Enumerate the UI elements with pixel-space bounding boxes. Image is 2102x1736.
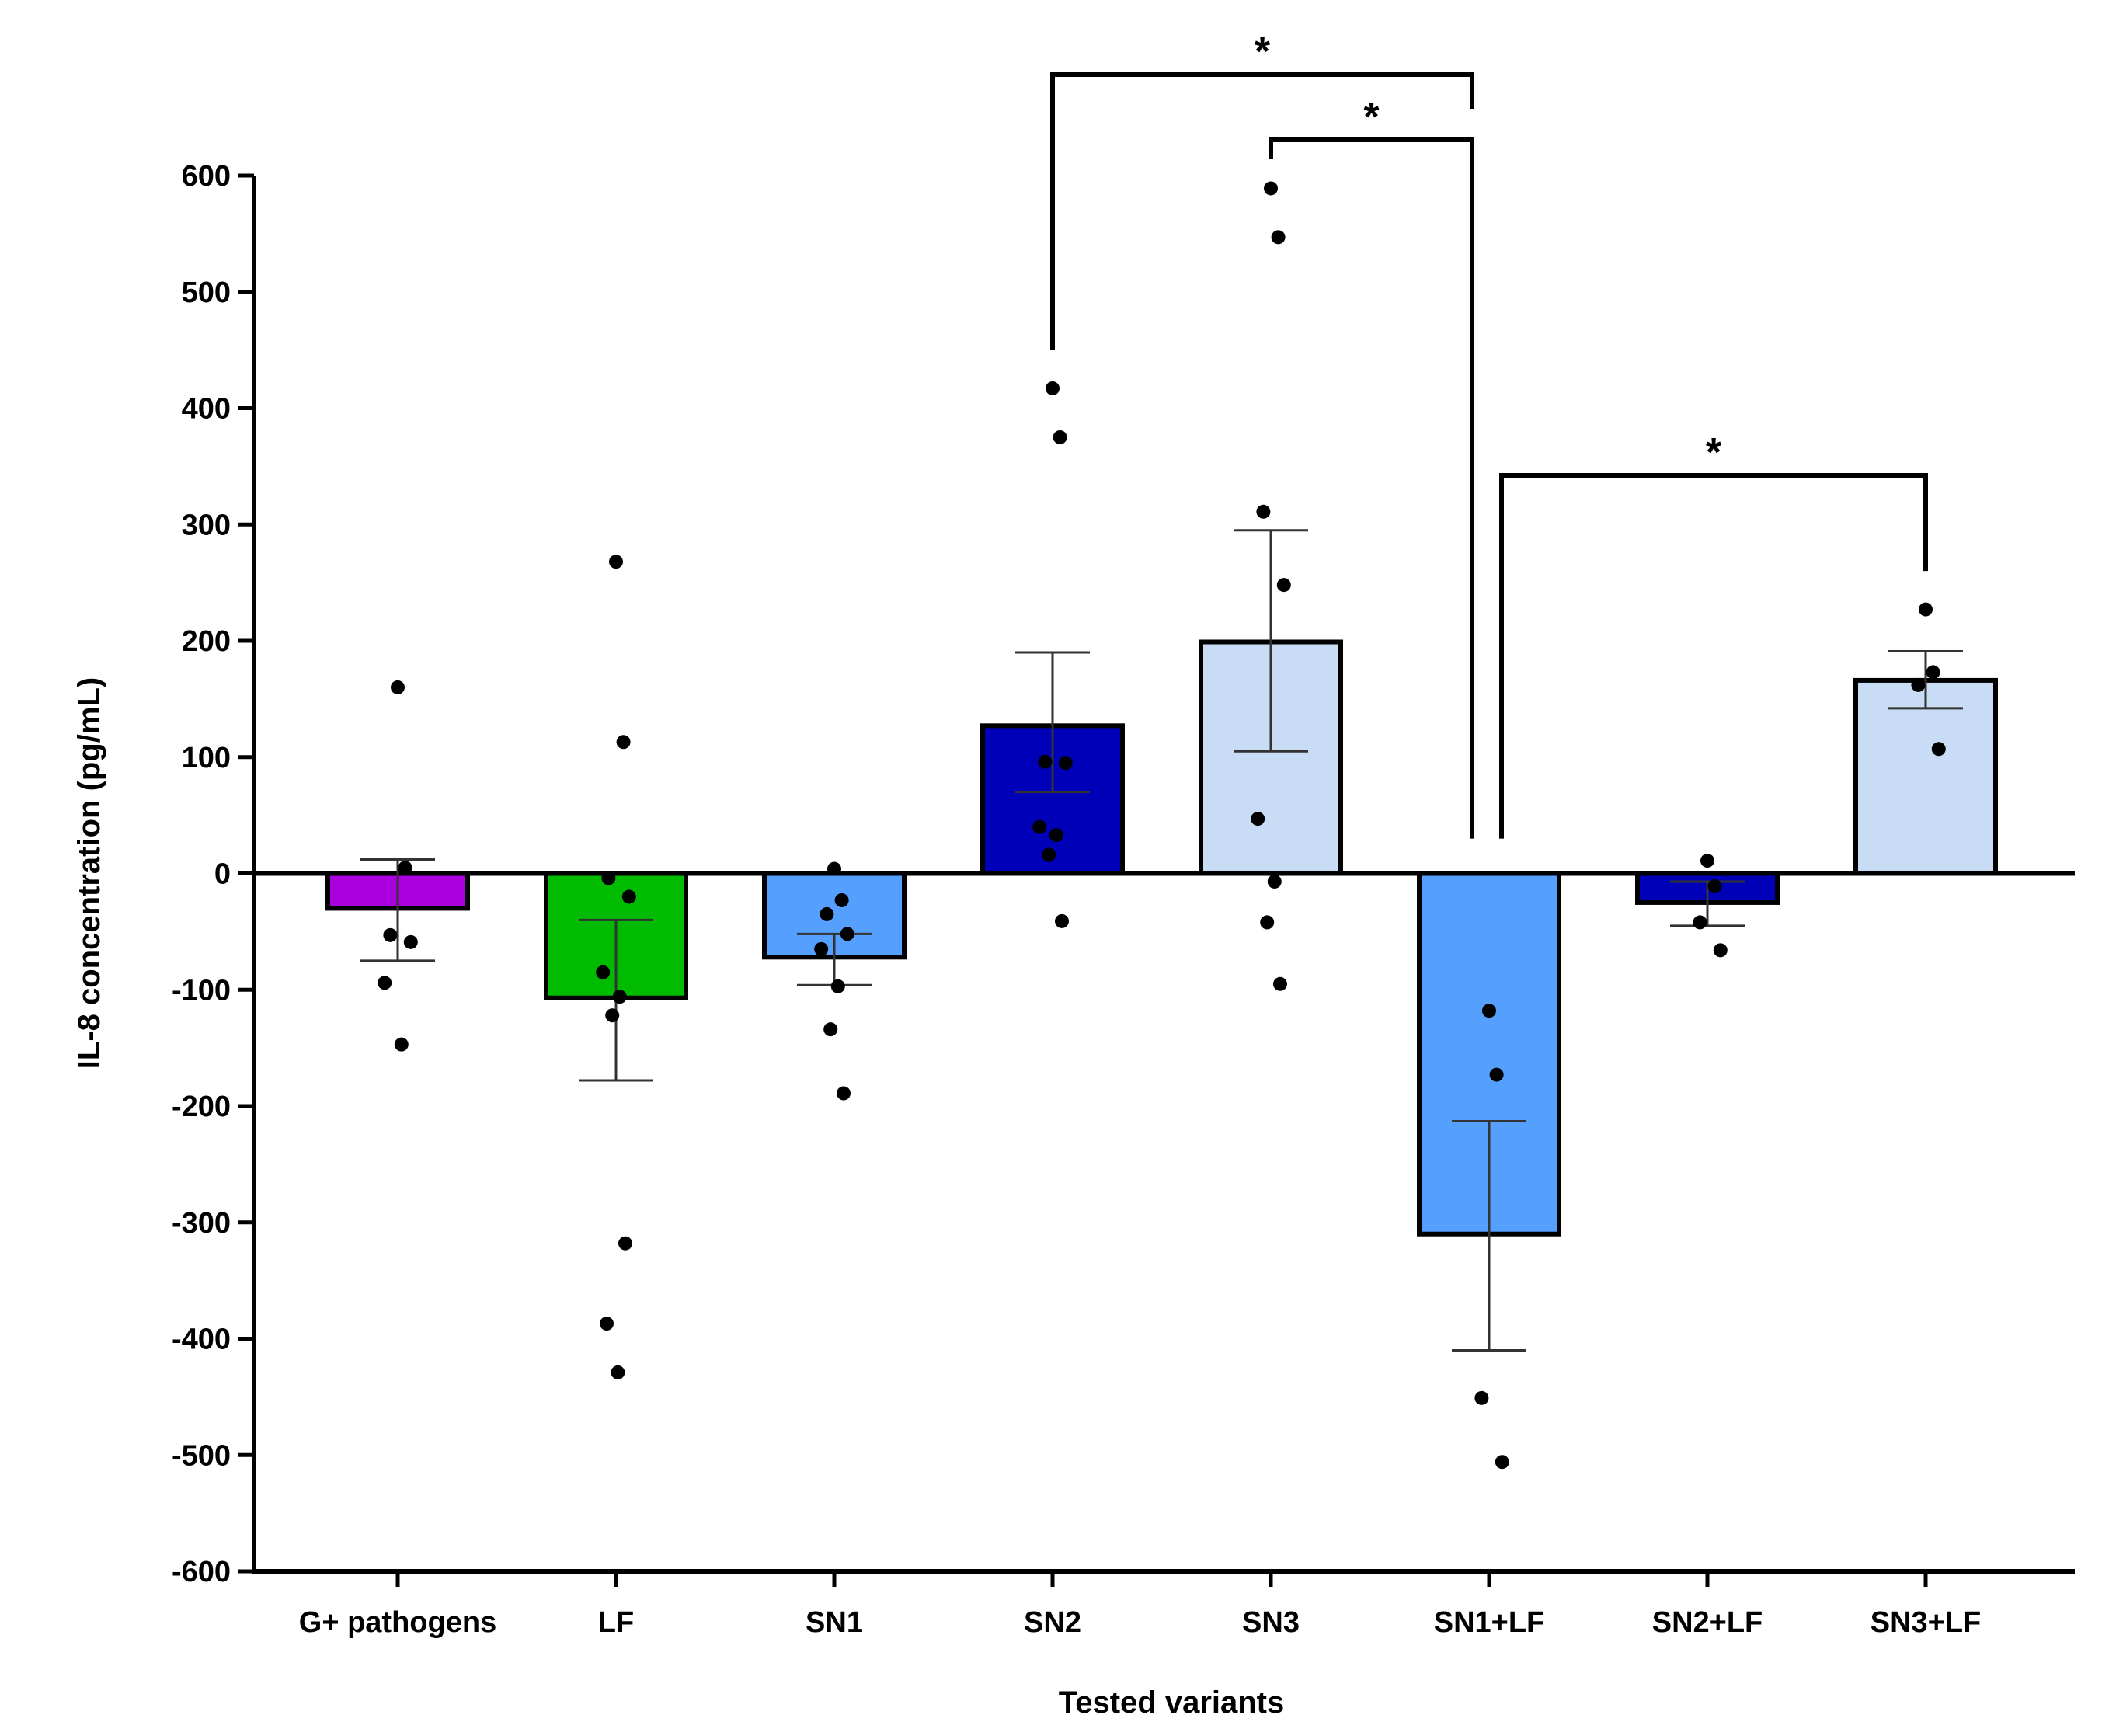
data-point <box>1055 913 1069 928</box>
data-point <box>1058 756 1073 771</box>
data-point <box>1931 742 1946 757</box>
significance-layer: * * * <box>1050 30 1928 839</box>
data-point <box>1260 915 1275 930</box>
data-point <box>612 990 627 1004</box>
data-point <box>830 979 845 993</box>
x-tick-label: SN3+LF <box>1871 1606 1982 1639</box>
data-point <box>1926 665 1940 680</box>
data-point <box>823 1022 838 1037</box>
data-point <box>1911 677 1926 692</box>
data-point <box>403 934 418 949</box>
data-point <box>1251 812 1265 826</box>
data-point <box>605 1008 620 1023</box>
data-point <box>611 1365 625 1379</box>
data-point <box>596 965 611 979</box>
y-tick-label: -600 <box>172 1556 231 1588</box>
data-point <box>1273 976 1287 991</box>
data-point <box>1495 1455 1509 1470</box>
y-tick-label: 500 <box>182 277 231 309</box>
y-tick-label: 600 <box>182 160 231 193</box>
data-point <box>394 1037 409 1052</box>
data-point <box>820 906 834 921</box>
bar-sn3-lf <box>1853 677 1998 876</box>
significance-bracket <box>1499 473 1928 839</box>
significance-bracket <box>1050 72 1474 350</box>
data-point <box>1046 381 1060 396</box>
data-point <box>383 927 398 942</box>
y-tick-label: 200 <box>182 625 231 658</box>
data-point <box>1700 854 1714 868</box>
data-point <box>378 976 392 990</box>
data-point <box>398 861 412 875</box>
data-point <box>1489 1067 1504 1082</box>
data-point <box>601 871 616 885</box>
data-point <box>840 927 854 941</box>
data-point <box>1264 181 1278 196</box>
data-point <box>1474 1390 1489 1405</box>
points-layer <box>378 181 1946 1470</box>
data-point <box>1707 878 1722 893</box>
data-point <box>1038 754 1053 769</box>
data-point <box>837 1086 851 1101</box>
data-point <box>1049 828 1063 843</box>
data-point <box>1042 847 1056 862</box>
x-tick-label: SN2+LF <box>1652 1606 1763 1639</box>
data-point <box>609 555 623 569</box>
y-tick-label: 400 <box>182 393 231 426</box>
data-point <box>618 1236 632 1251</box>
bars-layer <box>325 639 1998 1237</box>
x-tick-label: G+ pathogens <box>299 1606 496 1639</box>
y-tick-label: -400 <box>172 1324 231 1356</box>
data-point <box>814 941 829 956</box>
data-point <box>1271 230 1286 245</box>
y-tick-label: 0 <box>214 858 231 891</box>
y-tick-label: -300 <box>172 1207 231 1240</box>
data-point <box>600 1317 614 1331</box>
y-axis-title: IL-8 concentration (pg/mL) <box>72 677 106 1069</box>
x-tick-label: LF <box>598 1606 634 1639</box>
x-tick-label: SN3 <box>1242 1606 1300 1639</box>
data-point <box>1032 819 1047 834</box>
y-tick-label: 300 <box>182 509 231 541</box>
y-tick-label: -200 <box>172 1091 231 1123</box>
data-point <box>834 892 849 907</box>
x-tick-label: SN1 <box>806 1606 863 1639</box>
data-point <box>827 861 841 876</box>
data-point <box>616 735 631 750</box>
x-tick-label: SN2 <box>1024 1606 1081 1639</box>
data-point <box>1053 430 1067 444</box>
significance-star: * <box>1255 30 1271 75</box>
bar-sn2 <box>980 723 1125 876</box>
data-point <box>621 889 636 904</box>
y-tick-label: 100 <box>182 742 231 774</box>
data-point <box>1482 1004 1496 1018</box>
y-tick-label: -500 <box>172 1439 231 1472</box>
y-tick-label: -100 <box>172 974 231 1007</box>
data-point <box>391 680 405 694</box>
data-point <box>1919 602 1933 617</box>
data-point <box>1256 504 1271 519</box>
data-point <box>1267 874 1282 889</box>
axes-layer: 600 500 400 300 200 100 0 -100 -200 -300 -400 -500 -… <box>172 160 2075 1639</box>
significance-star: * <box>1363 95 1380 140</box>
data-point <box>1713 943 1728 958</box>
x-tick-label: SN1+LF <box>1434 1606 1545 1639</box>
data-point <box>1276 578 1291 593</box>
x-axis-title: Tested variants <box>1059 1686 1285 1720</box>
data-point <box>1693 915 1707 930</box>
error-bars-layer <box>360 529 1963 1352</box>
significance-star: * <box>1706 430 1722 475</box>
significance-bracket <box>1269 137 1474 839</box>
